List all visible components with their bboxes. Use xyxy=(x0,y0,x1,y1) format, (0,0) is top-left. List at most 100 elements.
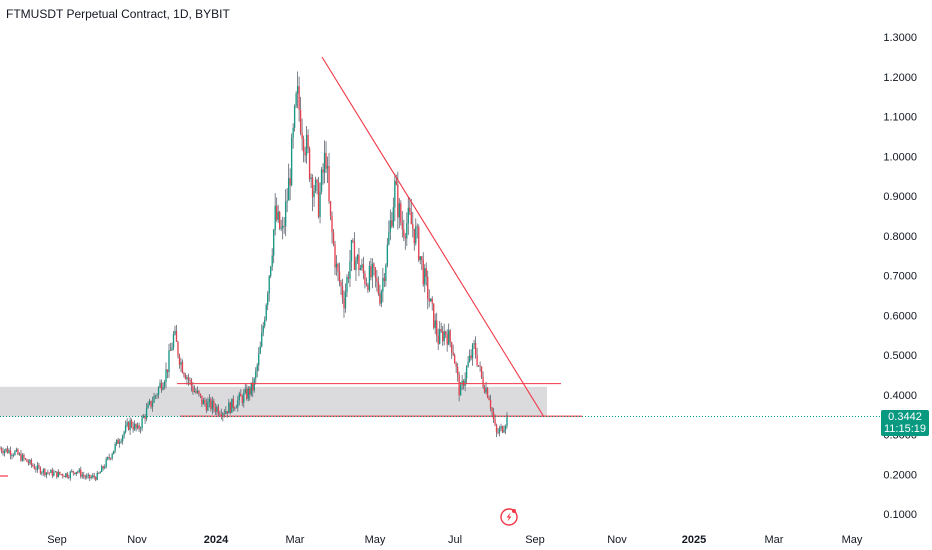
candle xyxy=(353,232,356,271)
candle xyxy=(503,425,505,433)
y-tick-label: 1.3000 xyxy=(883,32,917,44)
y-tick-label: 0.5000 xyxy=(883,350,917,362)
candle xyxy=(308,146,311,182)
candle xyxy=(313,185,315,207)
support-zone[interactable] xyxy=(0,386,547,417)
candle xyxy=(338,262,341,287)
candle xyxy=(400,200,402,226)
candle xyxy=(410,198,412,225)
candle xyxy=(169,342,172,352)
candle xyxy=(425,262,427,286)
candle xyxy=(220,408,223,420)
candle xyxy=(60,474,63,476)
candle xyxy=(69,470,71,481)
candle xyxy=(252,377,254,397)
candle xyxy=(246,384,248,401)
candle xyxy=(109,457,112,461)
candle xyxy=(99,471,101,474)
candle xyxy=(0,446,3,454)
candle xyxy=(284,189,287,237)
candle xyxy=(355,256,357,282)
x-tick-label: May xyxy=(842,534,863,546)
candle xyxy=(458,371,460,402)
candle xyxy=(267,290,269,311)
candle xyxy=(492,407,495,423)
candle xyxy=(453,353,456,364)
candle xyxy=(292,123,294,149)
candle xyxy=(389,209,392,241)
candle xyxy=(96,470,98,481)
candle xyxy=(289,168,291,201)
candle xyxy=(253,377,255,393)
candle xyxy=(326,156,329,184)
y-tick-label: 0.7000 xyxy=(883,271,917,283)
descending-trendline[interactable] xyxy=(321,56,545,418)
candle xyxy=(364,270,366,289)
candle xyxy=(225,406,227,415)
candle xyxy=(281,216,284,240)
candle xyxy=(21,453,24,462)
countdown-timer: 11:15:19 xyxy=(883,423,926,435)
candle xyxy=(437,328,439,351)
candle xyxy=(136,422,139,430)
candle xyxy=(401,211,404,238)
candle xyxy=(48,472,51,476)
candle xyxy=(26,458,28,463)
candle xyxy=(195,388,197,395)
candle xyxy=(132,421,134,433)
candle xyxy=(238,391,240,406)
candle xyxy=(112,450,115,455)
candle xyxy=(33,463,36,470)
candle xyxy=(130,418,133,429)
candle xyxy=(175,325,178,343)
y-tick-label: 0.9000 xyxy=(883,191,917,203)
y-tick-label: 1.1000 xyxy=(883,112,917,124)
candle xyxy=(20,450,22,462)
candle xyxy=(162,382,164,391)
candle xyxy=(249,386,251,401)
candle xyxy=(386,237,389,268)
candle xyxy=(150,400,152,409)
x-tick-label: Jul xyxy=(448,534,462,546)
candle xyxy=(314,176,317,194)
candle xyxy=(183,371,185,378)
x-tick-label: 2024 xyxy=(204,534,229,546)
candle xyxy=(204,397,206,407)
candle xyxy=(479,361,481,372)
candle xyxy=(98,472,100,475)
candle xyxy=(157,386,160,399)
candle xyxy=(261,324,263,348)
candle xyxy=(5,448,7,453)
candle xyxy=(36,461,39,473)
candle xyxy=(255,367,257,385)
x-tick-label: Nov xyxy=(607,534,627,546)
candle xyxy=(264,316,266,329)
candle xyxy=(121,434,124,445)
candle xyxy=(468,349,471,363)
candle xyxy=(201,395,203,408)
candle xyxy=(271,248,273,271)
candle xyxy=(370,257,372,281)
candle xyxy=(347,271,350,284)
candle xyxy=(177,340,179,359)
candle xyxy=(151,396,154,412)
candle xyxy=(153,392,155,403)
candle xyxy=(38,462,40,470)
candle xyxy=(11,453,13,460)
candle xyxy=(274,193,276,236)
candle xyxy=(418,224,420,263)
lightning-icon[interactable] xyxy=(500,508,518,526)
candle xyxy=(15,447,18,453)
candle xyxy=(243,389,245,408)
candle xyxy=(337,262,339,281)
candle xyxy=(205,398,208,414)
candle xyxy=(50,469,52,473)
candle xyxy=(403,219,405,241)
candle xyxy=(350,239,353,272)
x-tick-label: Mar xyxy=(765,534,784,546)
candle xyxy=(376,270,378,292)
candle xyxy=(240,389,242,397)
candle xyxy=(138,422,140,433)
candle xyxy=(434,313,436,335)
